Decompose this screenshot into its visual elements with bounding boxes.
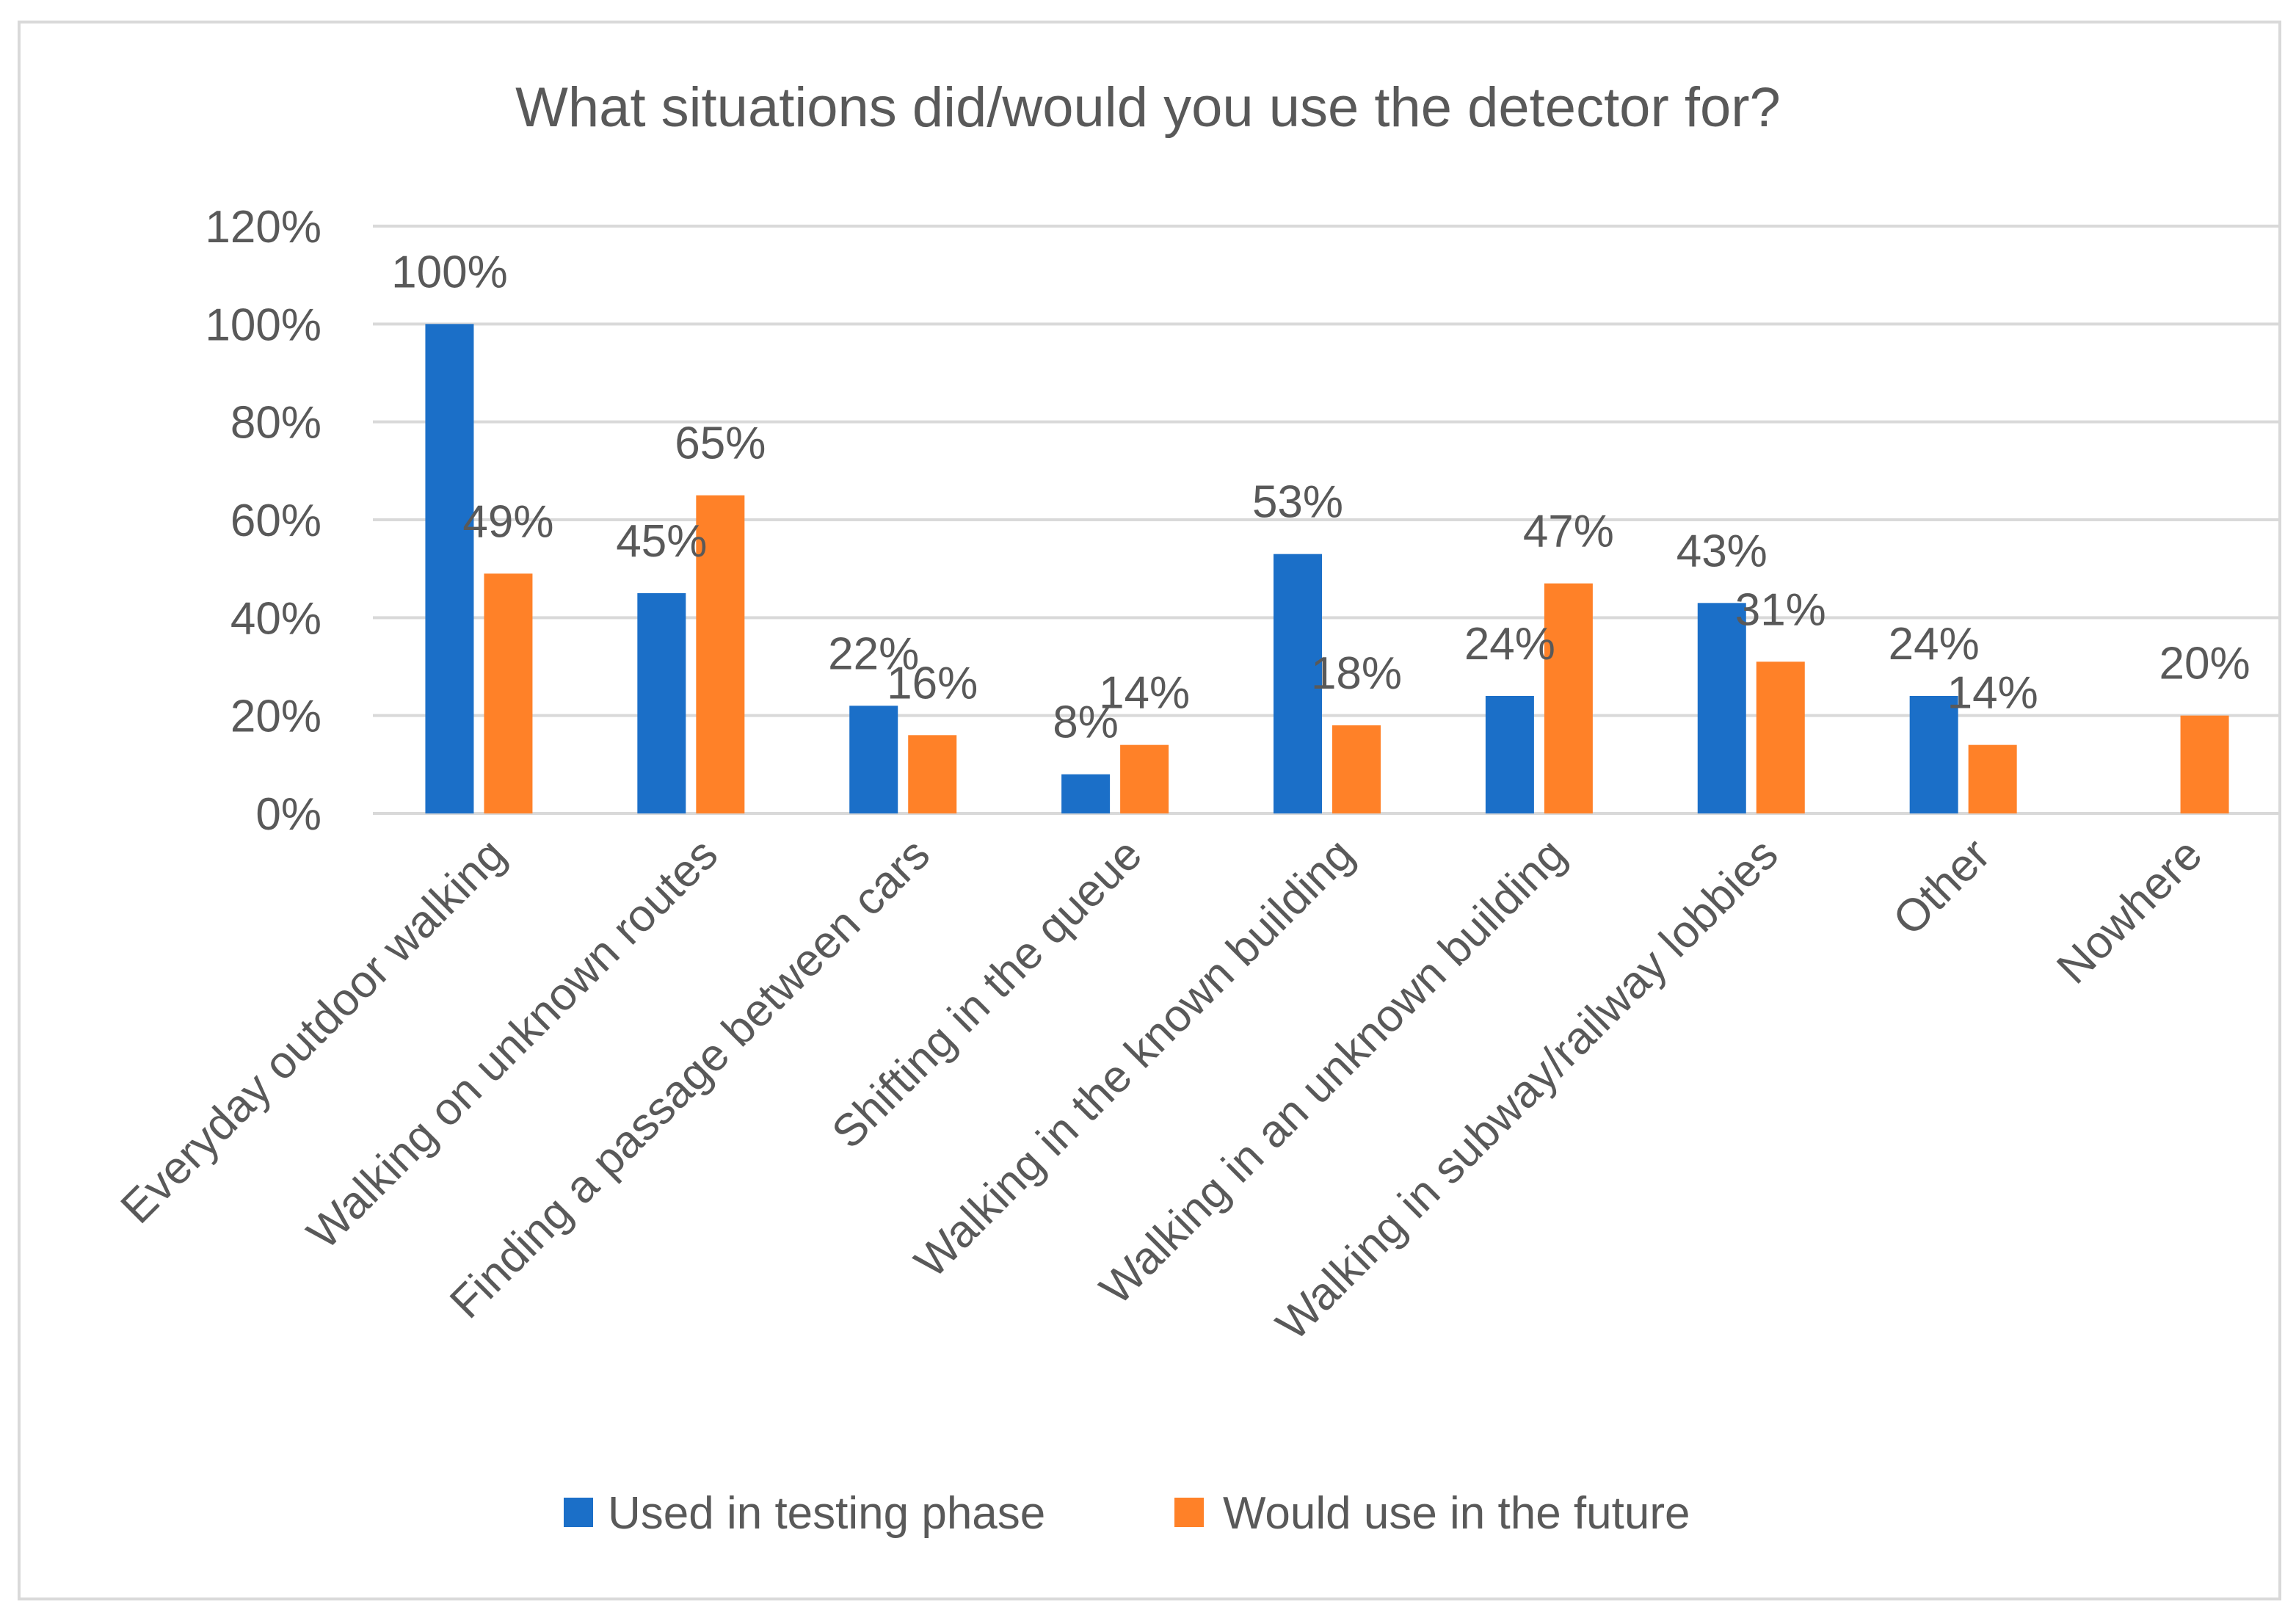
y-tick-label: 20% — [230, 692, 321, 742]
bar-would-use-future — [1120, 744, 1169, 813]
bar-used-in-testing — [1061, 774, 1111, 813]
legend: Used in testing phase Would use in the fu… — [564, 1488, 1690, 1539]
bar-would-use-future — [696, 495, 745, 813]
x-category-label: Walking on unknown routes — [297, 829, 727, 1259]
x-category-label: Finding a passage between cars — [440, 829, 940, 1328]
legend-label: Would use in the future — [1223, 1488, 1690, 1539]
legend-swatch — [564, 1498, 593, 1527]
y-tick-label: 60% — [230, 496, 321, 546]
bar-would-use-future — [908, 735, 957, 813]
x-category-label: Nowhere — [2047, 829, 2212, 993]
data-label: 24% — [1464, 619, 1555, 670]
data-label: 31% — [1735, 584, 1826, 635]
bar-would-use-future — [1968, 744, 2017, 813]
data-label: 47% — [1523, 507, 1614, 557]
bar-would-use-future — [2180, 715, 2229, 813]
data-label: 14% — [1947, 668, 2038, 719]
data-label: 22% — [828, 628, 919, 679]
data-label: 14% — [1099, 668, 1190, 719]
chart-title: What situations did/would you use the de… — [515, 76, 1781, 139]
bar-would-use-future — [1756, 661, 1805, 813]
bar-used-in-testing — [1909, 696, 1958, 813]
data-label: 65% — [675, 418, 766, 469]
x-category-label: Other — [1883, 829, 1999, 945]
bars — [425, 324, 2229, 813]
data-label: 45% — [616, 516, 707, 567]
data-label: 16% — [887, 658, 978, 708]
y-tick-label: 120% — [205, 202, 321, 253]
x-category-label: Walking in an unknown building — [1090, 829, 1575, 1314]
bar-would-use-future — [1544, 583, 1593, 813]
bar-used-in-testing — [637, 593, 686, 813]
data-label: 49% — [462, 496, 553, 547]
legend-label: Used in testing phase — [608, 1488, 1045, 1539]
legend-swatch — [1174, 1498, 1204, 1527]
bar-used-in-testing — [425, 324, 474, 813]
data-label: 100% — [391, 247, 508, 297]
x-category-label: Everyday outdoor walking — [112, 829, 516, 1233]
chart-frame — [18, 21, 2281, 1600]
bar-would-use-future — [1332, 725, 1381, 813]
gridlines — [373, 225, 2281, 815]
bar-used-in-testing — [1697, 603, 1746, 813]
data-label: 24% — [1889, 619, 1980, 670]
data-label: 20% — [2159, 639, 2250, 689]
data-label: 18% — [1311, 648, 1402, 699]
bar-used-in-testing — [1485, 696, 1534, 813]
y-tick-label: 40% — [230, 593, 321, 644]
data-label: 53% — [1252, 477, 1343, 528]
bar-used-in-testing — [849, 706, 898, 813]
y-axis-ticks: 0% 20% 40% 60% 80% 100% 120% — [205, 202, 321, 840]
y-tick-label: 80% — [230, 398, 321, 449]
y-tick-label: 100% — [205, 300, 321, 350]
bar-would-use-future — [484, 573, 533, 813]
data-label: 8% — [1053, 697, 1119, 748]
y-tick-label: 0% — [255, 789, 321, 840]
bar-used-in-testing — [1274, 554, 1322, 813]
data-labels: 100%49% 45%65%22%16%8%14%53%18%24%47% 43%3… — [391, 247, 2250, 747]
data-label: 43% — [1676, 526, 1768, 576]
x-category-label: Walking in the known building — [905, 829, 1364, 1288]
